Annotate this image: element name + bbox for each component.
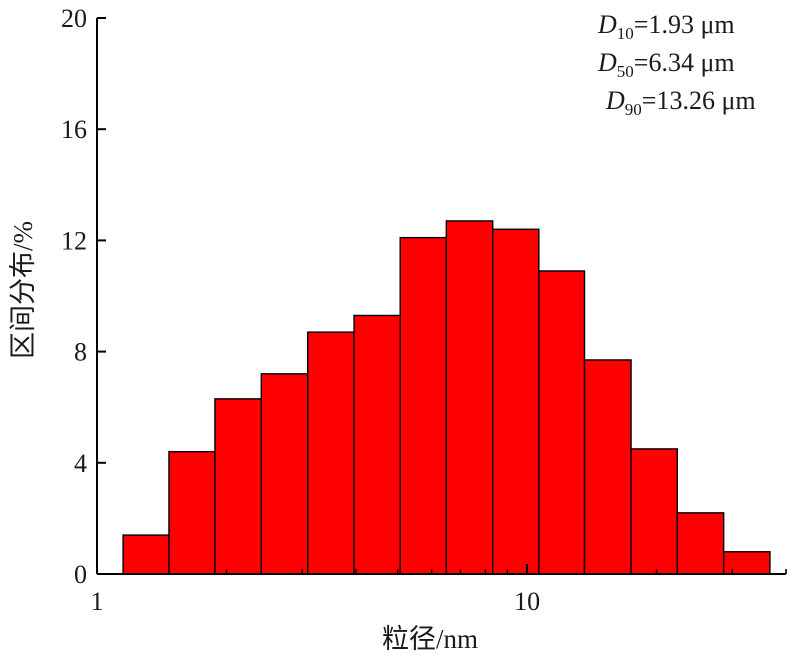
histogram-bar [260, 373, 309, 575]
histogram-bar [583, 359, 632, 575]
histogram-bar [492, 228, 540, 575]
histogram-bar [168, 450, 216, 575]
y-tick-label: 4 [74, 449, 87, 478]
histogram-bar [122, 534, 170, 575]
histogram-bar [722, 551, 771, 575]
size-statistic-d50: D50=6.34 μm [597, 48, 735, 81]
y-axis-title: 区间分布/% [8, 221, 38, 359]
size-statistic-d10: D10=1.93 μm [597, 10, 735, 43]
size-statistic-d90: D90=13.26 μm [605, 86, 756, 119]
y-tick-label: 8 [74, 338, 87, 367]
x-tick-label: 1 [91, 587, 104, 616]
y-tick-label: 16 [61, 115, 87, 144]
x-ticks: 1 10 [91, 564, 787, 616]
y-tick-label: 20 [61, 4, 87, 33]
axes [96, 18, 786, 575]
histogram-bar [538, 270, 586, 575]
histogram-bar [214, 398, 262, 575]
x-axis-title: 粒径/nm [382, 624, 478, 654]
y-tick-label: 12 [61, 226, 87, 255]
size-statistics: D10=1.93 μm D50=6.34 μm D90=13.26 μm [597, 10, 756, 119]
x-tick-label: 10 [514, 587, 540, 616]
histogram-bar [445, 220, 494, 575]
y-tick-label: 0 [74, 560, 87, 589]
histogram-bar [307, 331, 355, 575]
histogram-bar [399, 236, 448, 575]
histogram-bar [630, 448, 678, 575]
y-ticks: 0 4 8 12 16 20 [61, 4, 106, 589]
histogram-bar [676, 512, 725, 575]
histogram-bars [122, 220, 771, 575]
histogram-bar [353, 314, 401, 575]
